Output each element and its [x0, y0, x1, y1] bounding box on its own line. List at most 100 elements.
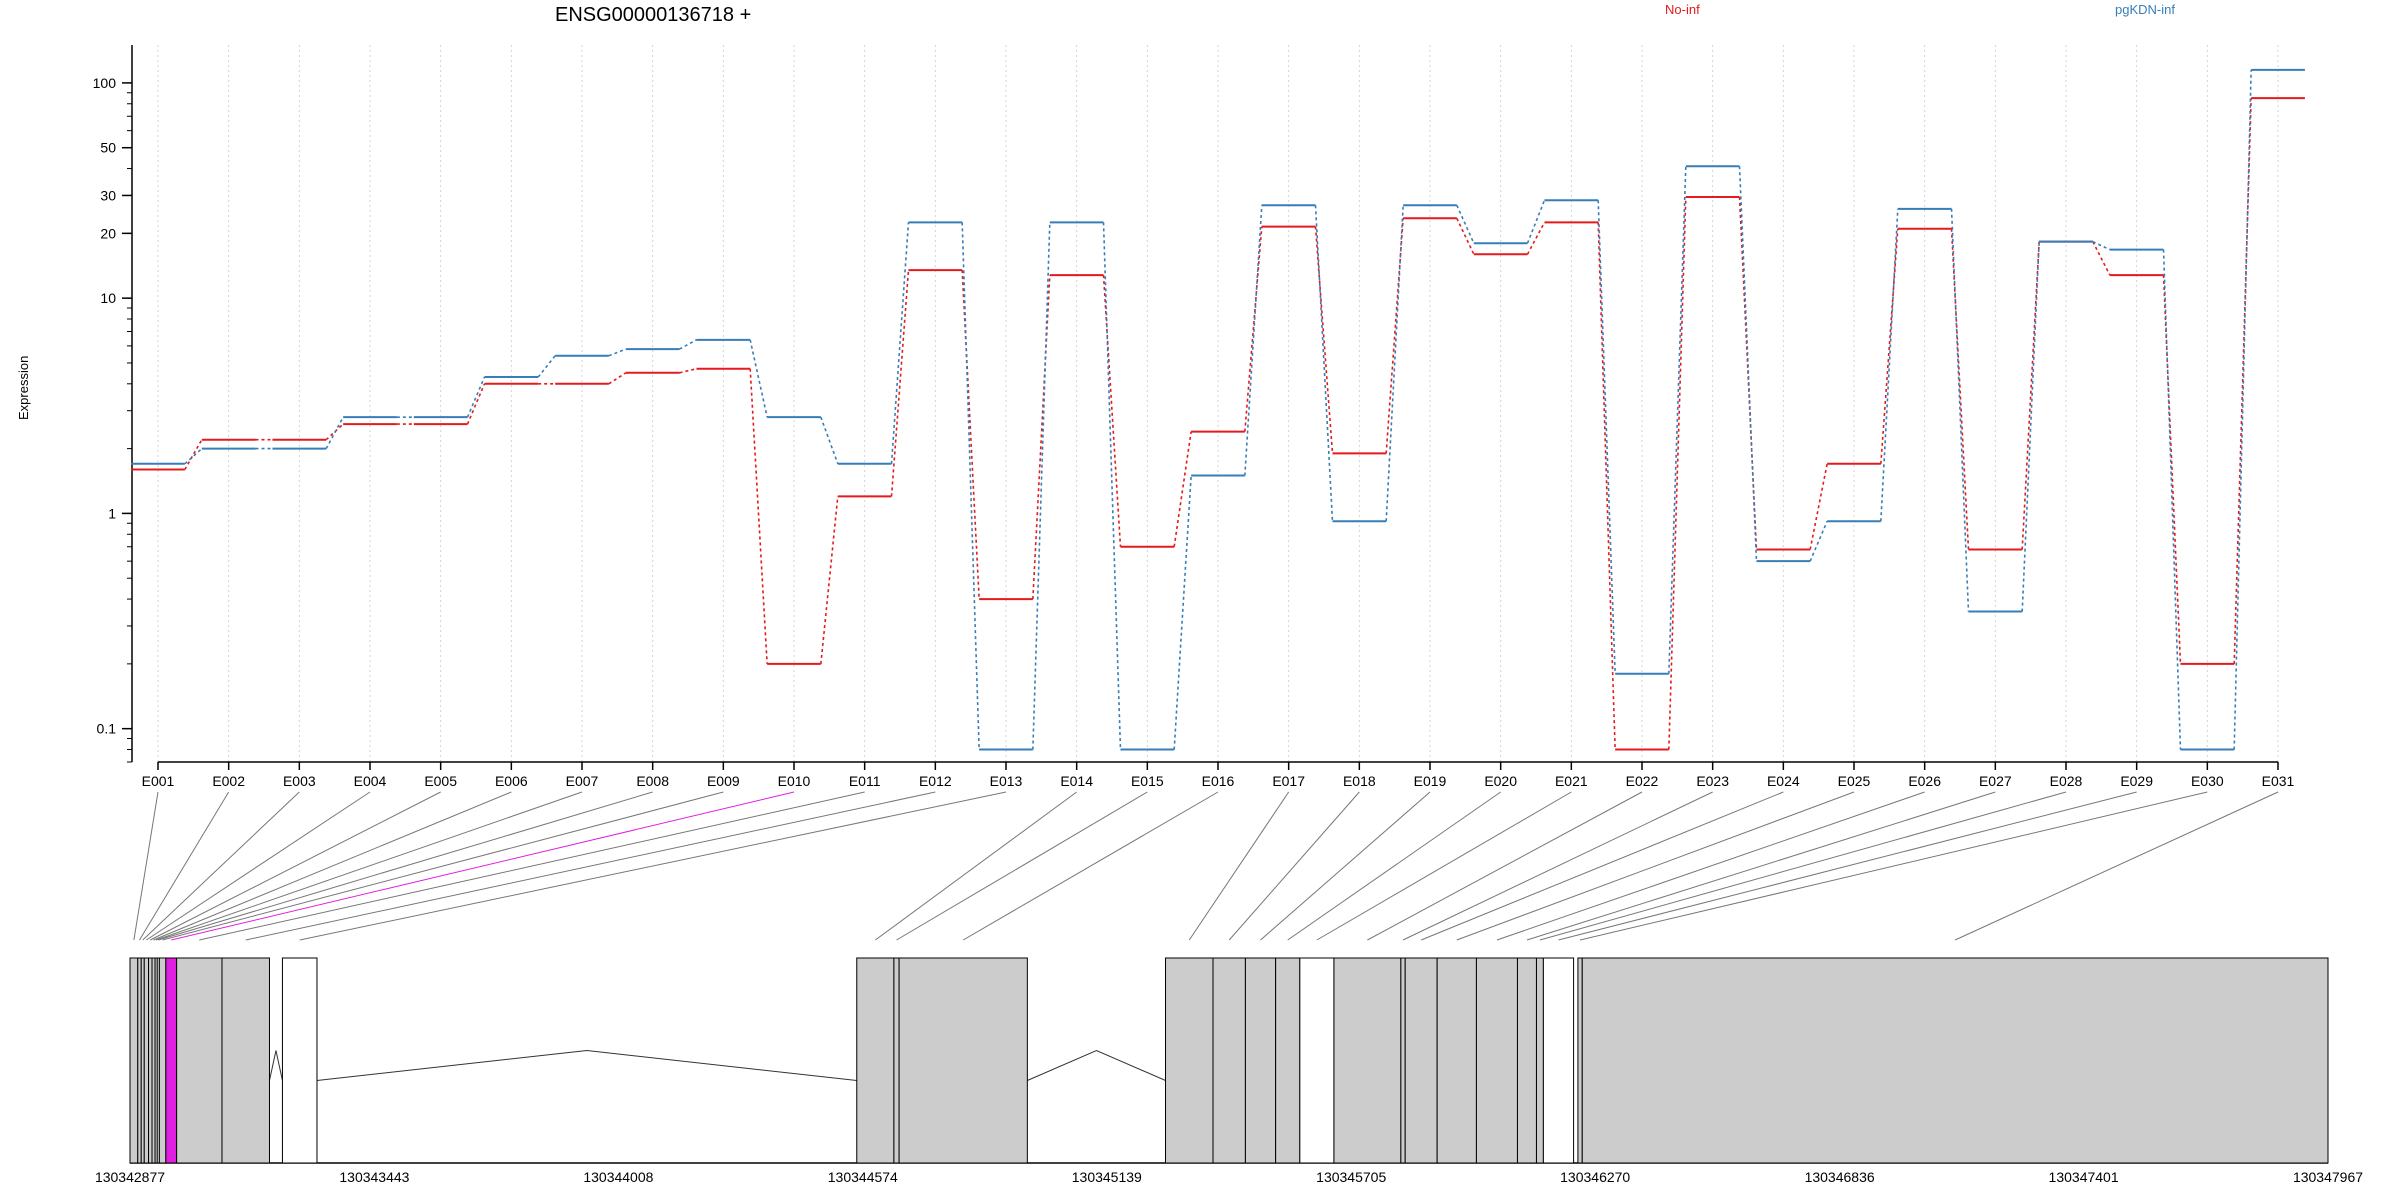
exon-box-e010 [165, 957, 178, 1164]
series-no-inf-connector [325, 423, 344, 441]
exon-box-e005 [148, 957, 153, 1164]
exon-connector-e007 [155, 791, 583, 941]
series-pgkdn-inf-connector [820, 416, 839, 465]
exon-connector-e003 [142, 791, 300, 941]
series-no-inf-connector [1173, 431, 1192, 547]
coordinate-label: 130347401 [2049, 1169, 2119, 1185]
x-tick-label: E030 [2191, 773, 2224, 789]
exon-box-e017 [1165, 957, 1214, 1164]
coordinate-label: 130344574 [828, 1169, 898, 1185]
exon-box-e025 [1436, 957, 1477, 1164]
y-tick-label: 50 [100, 140, 116, 156]
exon-box-e014 [856, 957, 895, 1164]
exon-box-e018 [1212, 957, 1246, 1164]
x-tick-label: E016 [1202, 773, 1235, 789]
exon-connector-e020 [1287, 791, 1501, 941]
series-pgkdn-inf-connector [1738, 166, 1758, 562]
x-tick-label: E013 [990, 773, 1023, 789]
exon-connector-e026 [1496, 791, 1925, 941]
exon-connector-e027 [1526, 791, 1996, 941]
legend-entry-no-inf: No-inf [1665, 2, 1700, 17]
coordinate-label: 130343443 [339, 1169, 409, 1185]
series-pgkdn-inf-connector [1385, 205, 1404, 522]
exon-box-e013 [281, 957, 318, 1164]
exon-box-e022 [1333, 957, 1402, 1164]
x-tick-label: E026 [1908, 773, 1941, 789]
exon-connector-e031 [1954, 791, 2279, 941]
exon-box-e029 [1542, 957, 1575, 1164]
exon-connector-e025 [1456, 791, 1855, 941]
exon-connector-e029 [1558, 791, 2137, 941]
exon-box-e023 [1400, 957, 1406, 1164]
series-pgkdn-inf-connector [2162, 249, 2182, 750]
x-tick-label: E018 [1343, 773, 1376, 789]
x-tick-label: E003 [283, 773, 316, 789]
series-no-inf-connector [679, 367, 697, 374]
exon-connector-e005 [150, 791, 441, 941]
series-no-inf-connector [890, 270, 910, 497]
x-tick-label: E014 [1060, 773, 1093, 789]
exon-connector-e004 [146, 791, 371, 941]
series-pgkdn-inf-connector [1314, 205, 1334, 522]
series-pgkdn-inf-connector [1880, 208, 1899, 522]
coordinate-label: 130347967 [2293, 1169, 2363, 1185]
x-tick-label: E024 [1767, 773, 1800, 789]
exon-connector-e009 [162, 791, 724, 941]
series-pgkdn-inf-connector [1809, 520, 1828, 562]
coordinate-label: 130344008 [583, 1169, 653, 1185]
exon-box-e024 [1404, 957, 1438, 1164]
exon-connector-e024 [1420, 791, 1784, 941]
exon-connector-lines [133, 791, 2279, 941]
exon-connector-e011 [199, 791, 865, 941]
intron-line [268, 1050, 283, 1081]
series-pgkdn-inf-connector [466, 376, 486, 418]
series-no-inf-connector [1314, 226, 1334, 454]
coordinate-label: 130342877 [95, 1169, 165, 1185]
x-tick-label: E010 [778, 773, 811, 789]
series-no-inf-connector [1456, 217, 1475, 255]
x-tick-label: E009 [707, 773, 740, 789]
series-pgkdn-inf-connector [1668, 166, 1687, 674]
exon-box-e020 [1275, 957, 1301, 1164]
exon-connector-e028 [1539, 791, 2067, 941]
coordinate-label: 130346836 [1805, 1169, 1875, 1185]
x-tick-label: E028 [2050, 773, 2083, 789]
exon-connector-e016 [962, 791, 1219, 941]
series-pgkdn-inf-connector [2092, 240, 2111, 251]
y-axis: 0.1 1 10 20 30 50 100 [93, 45, 133, 763]
exon-connector-e018 [1228, 791, 1360, 941]
exon-box-e011 [176, 957, 223, 1164]
series-no-inf-connector [1809, 463, 1828, 550]
series-pgkdn-inf-connector [1244, 205, 1263, 476]
series-no-inf-connector [749, 368, 768, 664]
exon-connector-e008 [158, 791, 653, 941]
series-pgkdn-inf-connector [184, 448, 203, 465]
series-no-inf-connector [2092, 241, 2111, 276]
x-axis: E001 E002 E003 E004 E005 E006 E007 E008 E009 E010… [142, 761, 2295, 789]
exon-box-e021 [1299, 957, 1335, 1164]
exon-connector-e030 [1579, 791, 2208, 941]
intron-line [1027, 1049, 1166, 1081]
series-pgkdn-inf-connector [1456, 204, 1475, 244]
exon-box-e019 [1244, 957, 1277, 1164]
exon-box-e009 [158, 957, 167, 1164]
series-pgkdn-inf-connector [2021, 241, 2040, 612]
y-tick-label: 1 [108, 505, 116, 521]
exon-connector-e015 [896, 791, 1148, 941]
series-no-inf-connector [1668, 197, 1687, 750]
series-no-inf-connector [1385, 218, 1404, 454]
exon-box-e030 [1577, 957, 1583, 1164]
series-no-inf-connector [1880, 228, 1899, 464]
exon-connector-e006 [153, 791, 512, 941]
x-tick-label: E027 [1979, 773, 2012, 789]
exon-box-e026 [1475, 957, 1518, 1164]
exon-connector-e023 [1402, 791, 1713, 941]
y-tick-label: 20 [100, 225, 116, 241]
gene-model: 130342877 130343443 130344008 130344574 1303… [95, 957, 2363, 1185]
y-tick-label: 100 [93, 75, 117, 91]
series-no-inf-connector [184, 439, 203, 470]
exon-box-e031 [1581, 957, 2329, 1164]
y-tick-label: 0.1 [97, 721, 117, 737]
exon-connector-e017 [1188, 791, 1290, 941]
exon-box-e028 [1535, 957, 1544, 1164]
